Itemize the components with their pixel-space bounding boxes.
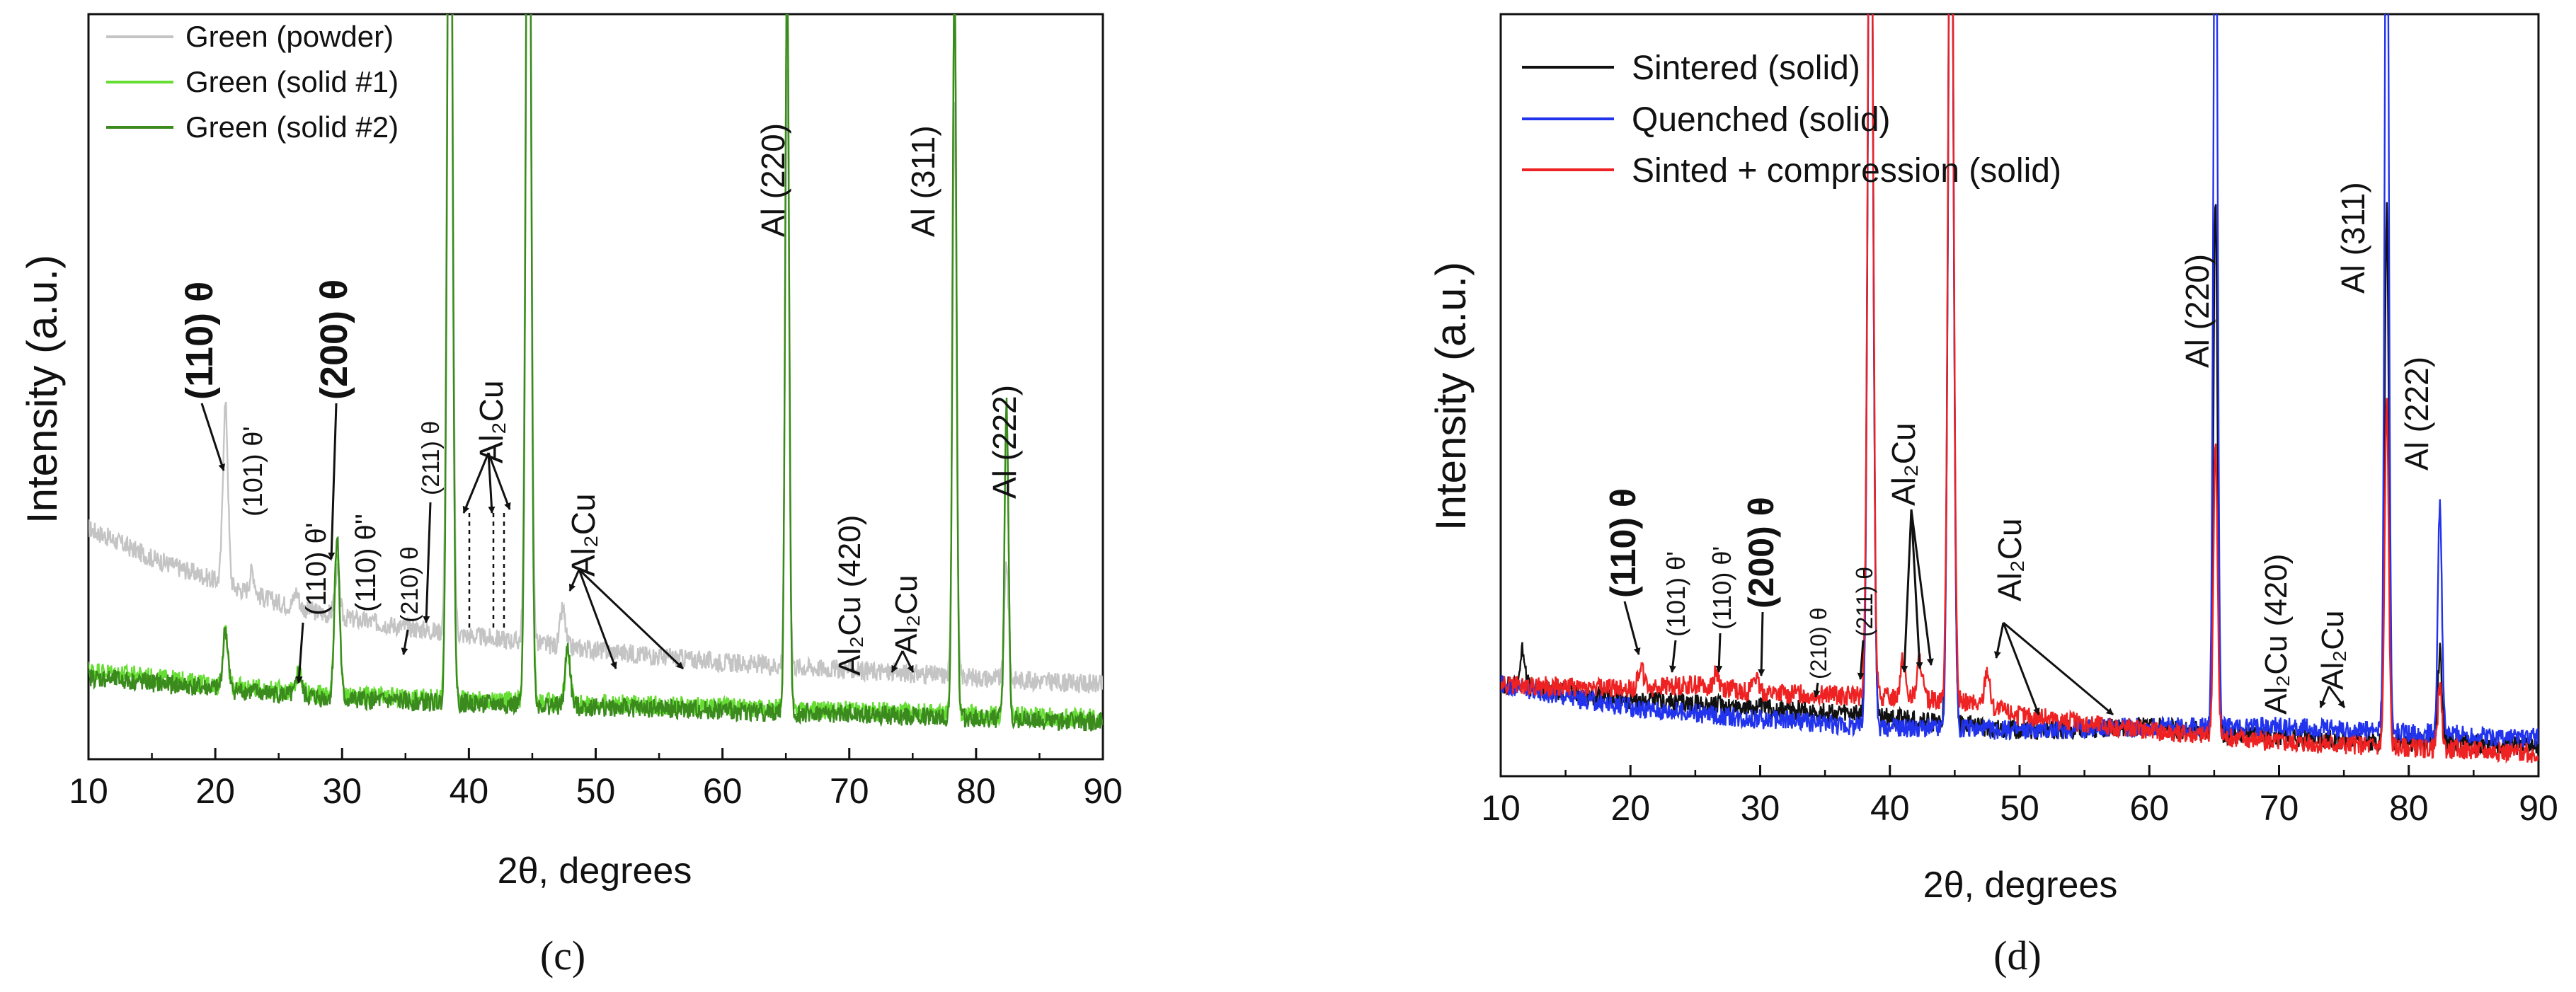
x-tick-label-10: 10: [69, 771, 108, 811]
x-tick-label-70: 70: [830, 771, 869, 811]
arrow-d-101: [1669, 640, 1677, 673]
arrow-110-theta-prime: [295, 622, 304, 684]
annotation-d-101-theta-prime: (101) θ': [1661, 551, 1690, 637]
arrow-al2cu-a2: [487, 452, 496, 514]
annotation-d-al-311: Al (311): [2335, 182, 2371, 294]
arrow-200-theta: [328, 403, 338, 560]
annotation-d-110-theta: (110) θ: [1603, 488, 1643, 598]
arrow-al2cu-b1: [568, 569, 580, 592]
annotation-d-211-theta: (211) θ: [1852, 567, 1877, 637]
annotations-c: (110) θ (101) θ' (200) θ (110) θ' (110) …: [178, 123, 1023, 684]
x-tick-label-20: 20: [1610, 788, 1650, 828]
arrow-210-theta: [401, 629, 409, 655]
x-tick-label-20: 20: [195, 771, 235, 811]
x-ticks-d: 10 20 30 40 50 60 70 80 90: [1481, 765, 2558, 828]
arrow-al2cu-b2: [578, 569, 617, 669]
panel-d: 10 20 30 40 50 60 70 80 90 2θ, degrees Intensity…: [1427, 13, 2558, 979]
annotation-al2cu-420: Al₂Cu (420): [832, 515, 867, 676]
x-tick-label-90: 90: [1083, 771, 1123, 811]
series-line-sinted-compression-solid: [1501, 14, 2538, 764]
annotation-110-theta-prime: (110) θ': [301, 523, 332, 616]
annotation-110-theta: (110) θ: [178, 282, 221, 400]
annotation-d-al2cu-c: Al₂Cu: [2315, 611, 2350, 690]
annotation-211-theta: (211) θ: [418, 421, 445, 495]
panel-label-c: (c): [540, 933, 585, 979]
y-axis-label-d: Intensity (a.u.): [1427, 262, 1475, 531]
annotation-al-311: Al (311): [905, 125, 941, 237]
series-line-green-powder: [88, 14, 1103, 693]
arrow-al2cu-a1: [462, 452, 490, 514]
x-axis-label-d: 2θ, degrees: [1923, 865, 2118, 906]
arrow-d-110-theta: [1623, 601, 1641, 655]
annotation-110-theta-double-prime: (110) θ'': [350, 514, 382, 612]
legend-label-green-powder: Green (powder): [185, 20, 394, 53]
arrow-al2cu-a3: [487, 452, 511, 510]
x-tick-label-60: 60: [703, 771, 743, 811]
arrow-d-211: [1857, 640, 1865, 680]
legend-label-sintered: Sintered (solid): [1632, 50, 1860, 87]
arrow-d-110b: [1715, 633, 1723, 673]
annotation-d-110-theta-prime: (110) θ': [1707, 546, 1736, 630]
arrow-d-al2cu-a2: [1910, 509, 1923, 669]
x-tick-label-50: 50: [2000, 788, 2039, 828]
legend-c: Green (powder) Green (solid #1) Green (s…: [106, 20, 399, 144]
x-tick-label-10: 10: [1481, 788, 1521, 828]
annotations-d: (110) θ (101) θ' (110) θ' (200) θ (210) …: [1603, 182, 2435, 716]
arrow-d-al2cu-b3: [2003, 621, 2114, 716]
x-tick-label-80: 80: [956, 771, 996, 811]
annotation-210-theta: (210) θ: [396, 546, 423, 623]
x-tick-label-30: 30: [1741, 788, 1780, 828]
annotation-d-al2cu-a: Al₂Cu: [1885, 422, 1922, 506]
series-line-green-solid-2: [88, 14, 1103, 732]
arrow-d-200: [1758, 611, 1765, 676]
x-tick-label-40: 40: [1870, 788, 1910, 828]
arrow-211-theta: [423, 502, 432, 623]
series-group-d: [1501, 14, 2538, 764]
x-tick-label-90: 90: [2519, 788, 2558, 828]
x-axis-label-c: 2θ, degrees: [498, 850, 692, 892]
annotation-d-al-222: Al (222): [2398, 357, 2435, 471]
annotation-al2cu-b: Al₂Cu: [565, 493, 602, 577]
annotation-200-theta: (200) θ: [313, 279, 355, 400]
annotation-d-al-220: Al (220): [2179, 254, 2216, 368]
legend-d: Sintered (solid) Quenched (solid) Sinted…: [1522, 50, 2061, 190]
annotation-d-200-theta: (200) θ: [1741, 497, 1781, 609]
annotation-d-210-theta: (210) θ: [1806, 608, 1831, 679]
x-tick-label-50: 50: [576, 771, 616, 811]
annotation-al-220: Al (220): [755, 123, 791, 237]
arrow-al2cu-b3: [578, 568, 685, 670]
series-line-quenched-solid: [1501, 14, 2538, 748]
legend-label-green-solid-1: Green (solid #1): [185, 65, 399, 98]
annotation-al2cu-c: Al₂Cu: [889, 575, 924, 654]
arrow-d-al2cu-b1: [1993, 622, 2005, 659]
annotation-d-al2cu-420: Al₂Cu (420): [2259, 554, 2294, 715]
panel-c: 10 20 30 40 50 60 70 80 90 2θ, degrees Intensity…: [18, 13, 1123, 979]
y-axis-label-c: Intensity (a.u.): [18, 255, 66, 524]
arrow-al2cu-c2: [901, 650, 915, 673]
annotation-101-theta-prime: (101) θ': [239, 426, 268, 517]
x-tick-label-30: 30: [322, 771, 362, 811]
x-tick-label-80: 80: [2389, 788, 2429, 828]
x-tick-label-40: 40: [450, 771, 489, 811]
x-ticks-c: 10 20 30 40 50 60 70 80 90: [69, 748, 1123, 811]
arrow-d-al2cu-c1: [2319, 686, 2330, 708]
legend-label-green-solid-2: Green (solid #2): [185, 110, 399, 144]
legend-label-quenched: Quenched (solid): [1632, 101, 1891, 139]
arrow-110-theta: [200, 403, 225, 471]
annotation-al2cu-a: Al₂Cu: [473, 380, 510, 463]
arrow-d-al2cu-a3: [1910, 509, 1934, 666]
arrow-d-al2cu-c2: [2328, 686, 2346, 708]
series-group-c: [88, 14, 1103, 732]
x-tick-label-70: 70: [2260, 788, 2299, 828]
panel-label-d: (d): [1993, 933, 2042, 979]
legend-label-sinted-compression: Sinted + compression (solid): [1632, 152, 2061, 190]
x-tick-label-60: 60: [2129, 788, 2169, 828]
arrow-d-al2cu-b2: [2002, 622, 2040, 715]
annotation-d-al2cu-b: Al₂Cu: [1991, 518, 2028, 601]
arrow-al2cu-c1: [891, 650, 904, 673]
arrow-d-210: [1813, 682, 1821, 698]
annotation-al-222: Al (222): [986, 385, 1023, 499]
arrow-d-al2cu-a1: [1901, 509, 1913, 673]
